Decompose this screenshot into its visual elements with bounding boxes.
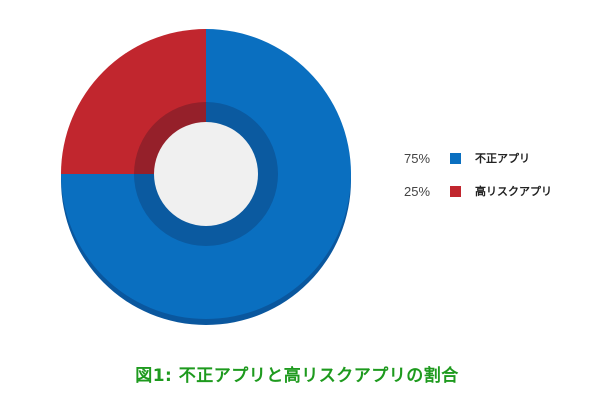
legend: 75% 不正アプリ 25% 高リスクアプリ bbox=[404, 148, 552, 214]
legend-value: 25% bbox=[404, 183, 431, 199]
legend-swatch bbox=[450, 185, 461, 197]
legend-swatch bbox=[450, 152, 461, 164]
legend-value: 75% bbox=[404, 150, 431, 166]
legend-item-fusei: 75% 不正アプリ bbox=[404, 148, 552, 168]
legend-item-high-risk: 25% 高リスクアプリ bbox=[404, 181, 552, 201]
donut-hole bbox=[154, 122, 258, 226]
legend-label: 高リスクアプリ bbox=[475, 185, 552, 198]
legend-label: 不正アプリ bbox=[475, 152, 530, 165]
figure-caption: 図1: 不正アプリと高リスクアプリの割合 bbox=[135, 366, 459, 386]
